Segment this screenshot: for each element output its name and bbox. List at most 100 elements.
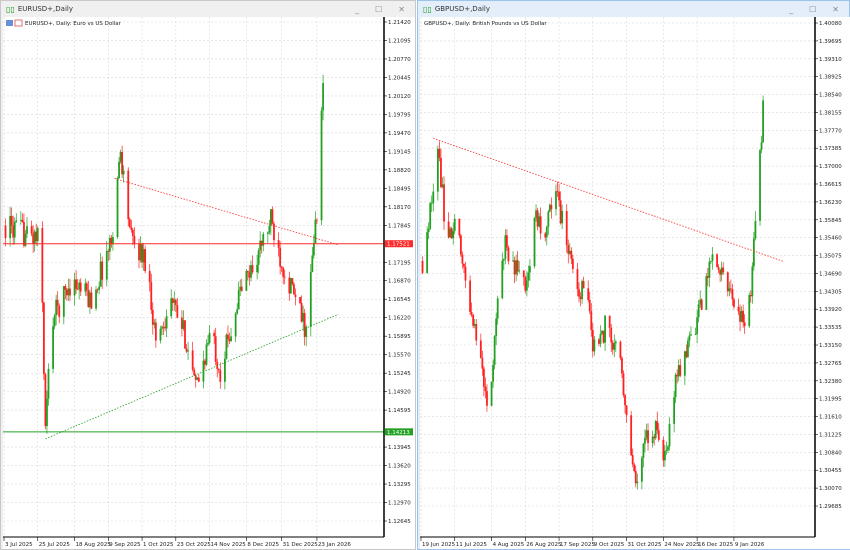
gbpusd-chart-svg[interactable]: 1.40080 1.39695 1.39310 1.38925 1.38540 1.381… — [420, 17, 850, 549]
x-tick-label: 18 Aug 2025 — [76, 542, 112, 548]
candle-body — [268, 225, 271, 233]
candle-body — [486, 391, 488, 406]
y-tick-label: 1.33535 — [819, 325, 842, 331]
candle-body — [248, 272, 251, 278]
candle-body — [202, 360, 205, 382]
candle-body — [762, 100, 764, 143]
candle-body — [673, 397, 676, 424]
x-tick-label: 25 Jul 2025 — [39, 542, 71, 548]
candle-body — [536, 210, 539, 227]
gbpusd-chart[interactable]: 1.40080 1.39695 1.39310 1.38925 1.38540 1.381… — [420, 17, 850, 549]
candle-body — [674, 374, 677, 398]
candle-body — [15, 220, 18, 222]
candle-body — [470, 312, 473, 315]
y-tick-label: 1.19795 — [388, 112, 411, 118]
y-tick-label: 1.37770 — [819, 128, 842, 134]
candle-body — [665, 450, 668, 452]
candle-body — [696, 317, 699, 335]
candle-body — [697, 304, 700, 318]
candle-body — [507, 247, 510, 262]
candle-body — [240, 286, 243, 291]
x-tick-label: 24 Nov 2025 — [664, 542, 700, 548]
eurusd-title-bar[interactable]: ▯▯ EURUSD+,Daily _ ☐ ✕ — [1, 1, 415, 17]
minimize-button[interactable]: _ — [789, 4, 794, 14]
candle-body — [676, 374, 679, 377]
candle-body — [687, 340, 689, 357]
candle-body — [53, 315, 56, 327]
candle-body — [138, 243, 140, 261]
x-tick-label: 26 Aug 2025 — [526, 542, 562, 548]
x-tick-label: 16 Dec 2025 — [698, 542, 734, 548]
candle-body — [293, 284, 295, 295]
eurusd-chart[interactable]: 1.21420 1.21095 1.20770 1.20445 1.20120 1.197… — [3, 17, 415, 549]
candle-body — [165, 316, 168, 329]
window-title: GBPUSD+,Daily — [434, 5, 491, 13]
candle-body — [754, 220, 757, 239]
candle-body — [722, 267, 725, 273]
maximize-button[interactable]: ☐ — [809, 4, 817, 14]
candle-body — [421, 260, 424, 273]
candle-body — [538, 216, 541, 227]
candle-body — [561, 211, 564, 224]
candle-body — [9, 215, 12, 239]
candle-body — [688, 335, 691, 341]
candle-body — [288, 277, 291, 294]
candle-body — [130, 227, 133, 230]
candle-body — [239, 286, 242, 291]
y-tick-label: 1.30840 — [819, 450, 842, 456]
candle-body — [121, 152, 124, 175]
candle-body — [506, 235, 508, 248]
candle-body — [453, 218, 456, 231]
eurusd-chart-svg[interactable]: 1.21420 1.21095 1.20770 1.20445 1.20120 1.197… — [3, 17, 415, 549]
candle-body — [622, 373, 625, 396]
candle-body — [426, 232, 429, 273]
close-button[interactable]: ✕ — [832, 4, 839, 14]
eurusd-window[interactable]: ▯▯ EURUSD+,Daily _ ☐ ✕ 1.21420 1.21095 1.2… — [0, 0, 416, 550]
candle-body — [759, 149, 761, 221]
candle-body — [720, 267, 723, 275]
x-tick-label: 14 Nov 2025 — [211, 542, 247, 548]
candle-body — [44, 374, 47, 427]
candle-body — [636, 481, 639, 484]
candle-body — [748, 295, 751, 327]
candle-body — [662, 439, 665, 461]
price-label-bg — [385, 240, 413, 248]
candle-body — [214, 336, 217, 362]
candle-body — [568, 250, 571, 254]
candle-body — [78, 282, 81, 290]
candle-body — [42, 302, 45, 375]
maximize-button[interactable]: ☐ — [375, 4, 383, 14]
candle-body — [33, 231, 36, 245]
y-tick-label: 1.18820 — [388, 168, 411, 174]
y-tick-label: 1.36615 — [819, 182, 842, 188]
candle-body — [739, 311, 741, 322]
candle-body — [122, 170, 125, 175]
gbpusd-window[interactable]: ▯▯ GBPUSD+,Daily _ ☐ ✕ 1.40080 1.39695 1.3… — [417, 0, 850, 550]
gbpusd-title-bar[interactable]: ▯▯ GBPUSD+,Daily _ ☐ ✕ — [418, 1, 849, 17]
candle-body — [322, 83, 324, 111]
candle-body — [461, 254, 464, 264]
candle-body — [79, 282, 82, 292]
candle-body — [116, 178, 119, 238]
candle-body — [245, 270, 248, 291]
y-tick-label: 1.12970 — [388, 501, 411, 507]
y-tick-label: 1.17845 — [388, 223, 411, 229]
candle-body — [493, 336, 496, 365]
candle-body — [619, 341, 622, 359]
candle-body — [742, 310, 745, 323]
candle-body — [139, 244, 142, 261]
candlestick-icon: ▯▯ — [6, 4, 15, 14]
candle-body — [170, 298, 173, 317]
candle-body — [548, 204, 551, 212]
close-button[interactable]: ✕ — [398, 4, 405, 14]
candle-body — [472, 314, 475, 326]
candle-body — [728, 288, 731, 292]
candle-body — [234, 313, 237, 337]
candle-body — [601, 330, 603, 334]
minimize-button[interactable]: _ — [355, 4, 360, 14]
candle-body — [174, 299, 177, 306]
candle-body — [582, 281, 585, 289]
candle-body — [217, 368, 220, 371]
candle-body — [236, 309, 239, 314]
y-tick-label: 1.16220 — [388, 316, 411, 322]
